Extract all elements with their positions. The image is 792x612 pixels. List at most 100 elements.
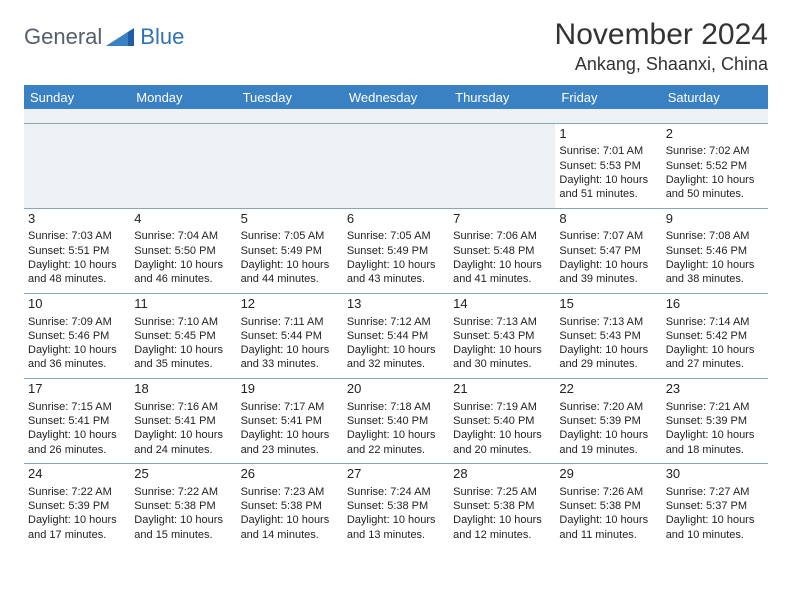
- sunset-line: Sunset: 5:39 PM: [28, 499, 126, 513]
- calendar-day-cell: 20Sunrise: 7:18 AMSunset: 5:40 PMDayligh…: [343, 378, 449, 463]
- calendar-day-cell: 5Sunrise: 7:05 AMSunset: 5:49 PMDaylight…: [237, 208, 343, 293]
- calendar-week-row: 1Sunrise: 7:01 AMSunset: 5:53 PMDaylight…: [24, 123, 768, 208]
- sunset-line: Sunset: 5:40 PM: [453, 414, 551, 428]
- daylight-line: Daylight: 10 hours and 33 minutes.: [241, 343, 339, 372]
- calendar-day-cell: 30Sunrise: 7:27 AMSunset: 5:37 PMDayligh…: [662, 463, 768, 548]
- calendar-day-cell: 13Sunrise: 7:12 AMSunset: 5:44 PMDayligh…: [343, 293, 449, 378]
- sunset-line: Sunset: 5:37 PM: [666, 499, 764, 513]
- calendar-day-cell: 28Sunrise: 7:25 AMSunset: 5:38 PMDayligh…: [449, 463, 555, 548]
- calendar-day-header: Thursday: [449, 86, 555, 110]
- calendar-day-cell: 10Sunrise: 7:09 AMSunset: 5:46 PMDayligh…: [24, 293, 130, 378]
- calendar-day-header: Friday: [555, 86, 661, 110]
- logo: General Blue: [24, 24, 184, 50]
- sunset-line: Sunset: 5:50 PM: [134, 244, 232, 258]
- calendar-header-row: SundayMondayTuesdayWednesdayThursdayFrid…: [24, 86, 768, 110]
- calendar-week-row: 24Sunrise: 7:22 AMSunset: 5:39 PMDayligh…: [24, 463, 768, 548]
- sunrise-line: Sunrise: 7:15 AM: [28, 400, 126, 414]
- daylight-line: Daylight: 10 hours and 38 minutes.: [666, 258, 764, 287]
- title-block: November 2024 Ankang, Shaanxi, China: [555, 18, 768, 75]
- sunset-line: Sunset: 5:51 PM: [28, 244, 126, 258]
- calendar-day-number: 19: [241, 381, 339, 398]
- calendar-day-number: 15: [559, 296, 657, 313]
- calendar-day-header: Sunday: [24, 86, 130, 110]
- daylight-line: Daylight: 10 hours and 35 minutes.: [134, 343, 232, 372]
- calendar-day-number: 21: [453, 381, 551, 398]
- calendar-day-cell: 4Sunrise: 7:04 AMSunset: 5:50 PMDaylight…: [130, 208, 236, 293]
- calendar-day-number: 26: [241, 466, 339, 483]
- sunrise-line: Sunrise: 7:22 AM: [134, 485, 232, 499]
- calendar-day-cell: [449, 123, 555, 208]
- calendar-day-cell: 15Sunrise: 7:13 AMSunset: 5:43 PMDayligh…: [555, 293, 661, 378]
- sunset-line: Sunset: 5:45 PM: [134, 329, 232, 343]
- sunset-line: Sunset: 5:48 PM: [453, 244, 551, 258]
- logo-triangle-icon: [106, 26, 136, 48]
- calendar-spacer-row: [24, 109, 768, 123]
- calendar-day-number: 14: [453, 296, 551, 313]
- calendar-day-cell: [130, 123, 236, 208]
- calendar-day-header: Saturday: [662, 86, 768, 110]
- daylight-line: Daylight: 10 hours and 24 minutes.: [134, 428, 232, 457]
- calendar-day-number: 2: [666, 126, 764, 143]
- calendar-day-cell: 1Sunrise: 7:01 AMSunset: 5:53 PMDaylight…: [555, 123, 661, 208]
- daylight-line: Daylight: 10 hours and 39 minutes.: [559, 258, 657, 287]
- sunrise-line: Sunrise: 7:19 AM: [453, 400, 551, 414]
- sunset-line: Sunset: 5:52 PM: [666, 159, 764, 173]
- daylight-line: Daylight: 10 hours and 13 minutes.: [347, 513, 445, 542]
- sunrise-line: Sunrise: 7:22 AM: [28, 485, 126, 499]
- calendar-day-cell: 25Sunrise: 7:22 AMSunset: 5:38 PMDayligh…: [130, 463, 236, 548]
- calendar-day-cell: 16Sunrise: 7:14 AMSunset: 5:42 PMDayligh…: [662, 293, 768, 378]
- sunrise-line: Sunrise: 7:06 AM: [453, 229, 551, 243]
- calendar-day-number: 11: [134, 296, 232, 313]
- calendar-day-header: Monday: [130, 86, 236, 110]
- sunrise-line: Sunrise: 7:01 AM: [559, 144, 657, 158]
- calendar-day-cell: 24Sunrise: 7:22 AMSunset: 5:39 PMDayligh…: [24, 463, 130, 548]
- daylight-line: Daylight: 10 hours and 48 minutes.: [28, 258, 126, 287]
- sunset-line: Sunset: 5:49 PM: [347, 244, 445, 258]
- daylight-line: Daylight: 10 hours and 29 minutes.: [559, 343, 657, 372]
- calendar-day-number: 4: [134, 211, 232, 228]
- calendar-day-cell: 23Sunrise: 7:21 AMSunset: 5:39 PMDayligh…: [662, 378, 768, 463]
- sunrise-line: Sunrise: 7:10 AM: [134, 315, 232, 329]
- daylight-line: Daylight: 10 hours and 46 minutes.: [134, 258, 232, 287]
- calendar-day-number: 24: [28, 466, 126, 483]
- calendar-day-number: 30: [666, 466, 764, 483]
- calendar-day-cell: 17Sunrise: 7:15 AMSunset: 5:41 PMDayligh…: [24, 378, 130, 463]
- calendar-day-cell: [343, 123, 449, 208]
- sunset-line: Sunset: 5:38 PM: [347, 499, 445, 513]
- calendar-day-cell: [24, 123, 130, 208]
- sunrise-line: Sunrise: 7:17 AM: [241, 400, 339, 414]
- daylight-line: Daylight: 10 hours and 19 minutes.: [559, 428, 657, 457]
- daylight-line: Daylight: 10 hours and 14 minutes.: [241, 513, 339, 542]
- daylight-line: Daylight: 10 hours and 41 minutes.: [453, 258, 551, 287]
- daylight-line: Daylight: 10 hours and 44 minutes.: [241, 258, 339, 287]
- calendar-day-number: 13: [347, 296, 445, 313]
- calendar-day-cell: 9Sunrise: 7:08 AMSunset: 5:46 PMDaylight…: [662, 208, 768, 293]
- daylight-line: Daylight: 10 hours and 51 minutes.: [559, 173, 657, 202]
- daylight-line: Daylight: 10 hours and 10 minutes.: [666, 513, 764, 542]
- sunrise-line: Sunrise: 7:04 AM: [134, 229, 232, 243]
- calendar-week-row: 3Sunrise: 7:03 AMSunset: 5:51 PMDaylight…: [24, 208, 768, 293]
- daylight-line: Daylight: 10 hours and 11 minutes.: [559, 513, 657, 542]
- daylight-line: Daylight: 10 hours and 32 minutes.: [347, 343, 445, 372]
- logo-text-general: General: [24, 24, 102, 50]
- sunset-line: Sunset: 5:46 PM: [28, 329, 126, 343]
- daylight-line: Daylight: 10 hours and 27 minutes.: [666, 343, 764, 372]
- sunset-line: Sunset: 5:43 PM: [559, 329, 657, 343]
- calendar-day-cell: 26Sunrise: 7:23 AMSunset: 5:38 PMDayligh…: [237, 463, 343, 548]
- sunset-line: Sunset: 5:40 PM: [347, 414, 445, 428]
- sunset-line: Sunset: 5:49 PM: [241, 244, 339, 258]
- sunrise-line: Sunrise: 7:16 AM: [134, 400, 232, 414]
- calendar-day-cell: 8Sunrise: 7:07 AMSunset: 5:47 PMDaylight…: [555, 208, 661, 293]
- calendar-day-cell: 19Sunrise: 7:17 AMSunset: 5:41 PMDayligh…: [237, 378, 343, 463]
- calendar-day-number: 29: [559, 466, 657, 483]
- sunrise-line: Sunrise: 7:21 AM: [666, 400, 764, 414]
- calendar-day-cell: 27Sunrise: 7:24 AMSunset: 5:38 PMDayligh…: [343, 463, 449, 548]
- calendar-week-row: 10Sunrise: 7:09 AMSunset: 5:46 PMDayligh…: [24, 293, 768, 378]
- calendar-day-cell: 2Sunrise: 7:02 AMSunset: 5:52 PMDaylight…: [662, 123, 768, 208]
- sunrise-line: Sunrise: 7:12 AM: [347, 315, 445, 329]
- sunset-line: Sunset: 5:39 PM: [559, 414, 657, 428]
- calendar-day-number: 12: [241, 296, 339, 313]
- daylight-line: Daylight: 10 hours and 30 minutes.: [453, 343, 551, 372]
- calendar-day-header: Wednesday: [343, 86, 449, 110]
- calendar-day-number: 17: [28, 381, 126, 398]
